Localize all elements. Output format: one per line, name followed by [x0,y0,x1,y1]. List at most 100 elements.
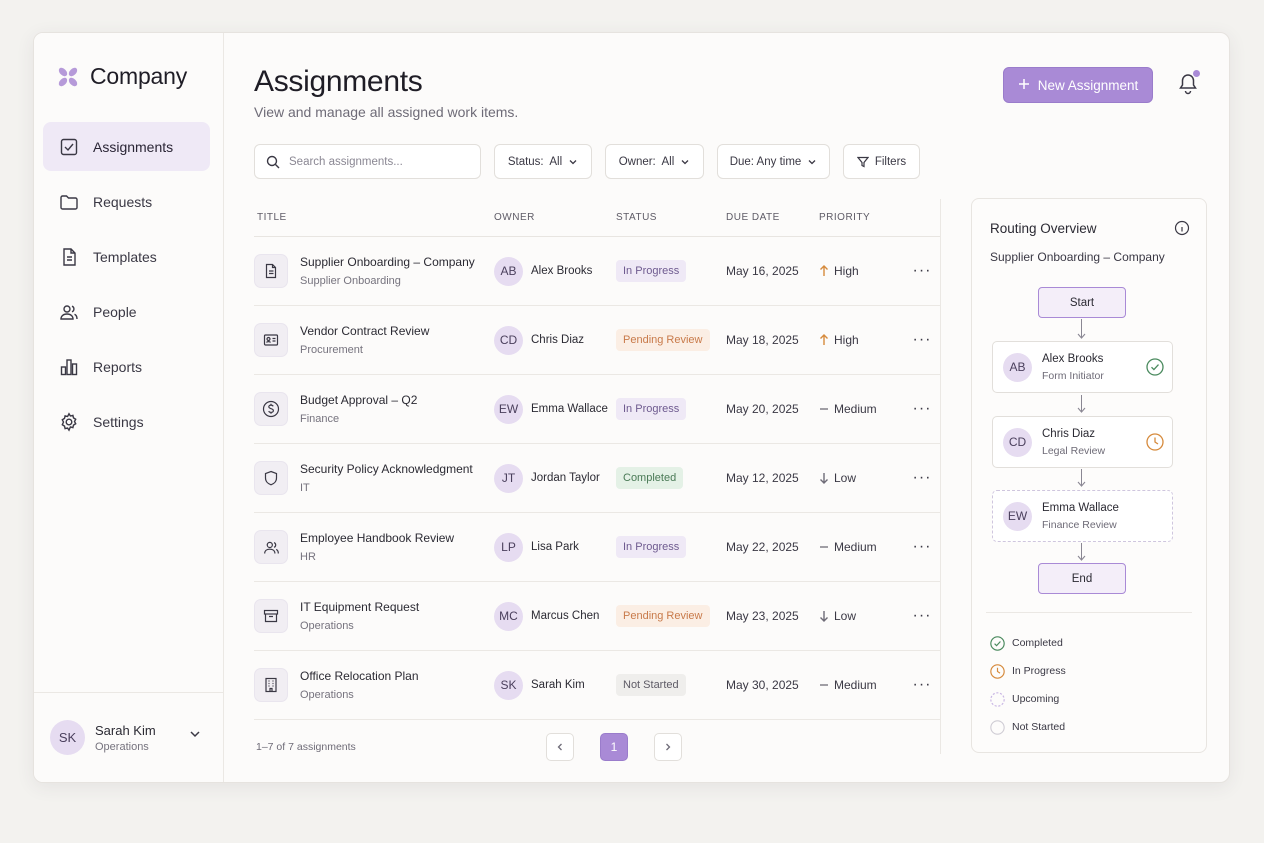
owner-name: Emma Wallace [531,403,608,415]
dollar-icon [254,392,288,426]
row-subtitle: HR [300,551,316,563]
avatar: SK [50,720,85,755]
info-icon[interactable] [1174,220,1190,241]
check-circle-icon [990,635,1005,651]
avatar: EW [494,394,523,424]
owner-name: Alex Brooks [531,265,593,277]
arrow-down-icon [1077,333,1086,339]
row-subtitle: Operations [300,620,354,632]
sidebar-item-label: Reports [93,358,143,375]
previous-page-button[interactable] [546,733,574,761]
sidebar-item-people[interactable]: People [43,287,210,336]
dashed-circle-icon [990,691,1005,707]
table-row[interactable]: Security Policy Acknowledgment IT JT Jor… [254,444,940,513]
arrow-down-icon [820,473,828,484]
more-options-icon[interactable]: ··· [912,676,932,693]
flow-connector [1081,469,1082,485]
priority-label: Medium [834,402,877,416]
user-role: Operations [95,740,149,753]
document-icon [254,254,288,288]
flow-connector [1081,395,1082,411]
app-window: Company Assignments Requests Templates [33,32,1230,783]
table-row[interactable]: Office Relocation Plan Operations SK Sar… [254,651,940,720]
status-badge: In Progress [616,398,687,420]
chevron-down-icon[interactable] [189,727,201,745]
column-due-date[interactable]: DUE DATE [726,212,780,223]
more-options-icon[interactable]: ··· [912,331,932,348]
column-status[interactable]: STATUS [616,212,657,223]
status-badge: In Progress [616,260,687,282]
logo[interactable]: Company [56,63,187,90]
owner-filter[interactable]: Owner: All [605,144,704,179]
chevron-down-icon [681,159,689,164]
sidebar-item-reports[interactable]: Reports [43,342,210,391]
row-title: Budget Approval – Q2 [300,393,418,407]
more-options-icon[interactable]: ··· [912,262,932,279]
notifications-button[interactable] [1178,70,1200,100]
table-row[interactable]: Employee Handbook Review HR LP Lisa Park… [254,513,940,582]
sidebar-item-label: People [93,303,137,320]
sidebar-item-requests[interactable]: Requests [43,177,210,226]
owner-name: Marcus Chen [531,610,600,622]
priority-label: High [834,264,859,278]
due-filter[interactable]: Due: Any time [717,144,830,179]
sidebar-item-templates[interactable]: Templates [43,232,210,281]
checkbox-icon [59,137,79,157]
page-button-1[interactable]: 1 [600,733,628,761]
document-icon [59,247,79,267]
table-row[interactable]: Budget Approval – Q2 Finance EW Emma Wal… [254,375,940,444]
dash-icon [820,408,828,410]
flow-step-emma-wallace[interactable]: EW Emma Wallace Finance Review [992,490,1173,542]
step-name: Alex Brooks [1042,352,1104,365]
priority-label: High [834,333,859,347]
new-assignment-label: New Assignment [1037,77,1139,93]
more-options-icon[interactable]: ··· [912,469,932,486]
column-title[interactable]: TITLE [257,212,287,223]
row-title: Vendor Contract Review [300,324,430,338]
priority-label: Low [834,609,857,623]
legend-completed: Completed [990,629,1066,657]
flow-connector [1081,319,1082,337]
status-legend: Completed In Progress Upcoming Not Start… [990,629,1066,741]
flow-step-chris-diaz[interactable]: CD Chris Diaz Legal Review [992,416,1173,468]
avatar: CD [1003,427,1032,457]
column-priority[interactable]: PRIORITY [819,212,871,223]
new-assignment-button[interactable]: New Assignment [1003,67,1153,103]
panel-divider [940,199,941,754]
user-name: Sarah Kim [95,722,156,738]
row-title: IT Equipment Request [300,600,420,614]
arrow-up-icon [820,265,828,276]
user-profile[interactable]: SK Sarah Kim Operations [34,692,223,782]
next-page-button[interactable] [654,733,682,761]
filters-button[interactable]: Filters [843,144,920,179]
contract-icon [254,323,288,357]
more-options-icon[interactable]: ··· [912,607,932,624]
status-filter-label: Status: All [507,155,563,168]
building-icon [254,668,288,702]
more-options-icon[interactable]: ··· [912,400,932,417]
gear-icon [59,411,79,432]
more-options-icon[interactable]: ··· [912,538,932,555]
arrow-down-icon [820,611,828,622]
row-subtitle: Supplier Onboarding [300,275,401,287]
sidebar-item-assignments[interactable]: Assignments [43,122,210,171]
sidebar-item-settings[interactable]: Settings [43,397,210,446]
column-owner[interactable]: OWNER [494,212,535,223]
people-icon [254,530,288,564]
main-content: Assignments View and manage all assigned… [225,33,1229,782]
table-row[interactable]: Vendor Contract Review Procurement CD Ch… [254,306,940,375]
row-subtitle: IT [300,482,310,494]
legend-label: Upcoming [1012,693,1060,705]
page-title: Assignments [254,65,423,98]
legend-label: In Progress [1012,665,1066,677]
search-input[interactable]: Search assignments... [254,144,481,179]
sidebar: Company Assignments Requests Templates [34,33,224,782]
flow-step-alex-brooks[interactable]: AB Alex Brooks Form Initiator [992,341,1173,393]
row-title: Supplier Onboarding – Company [300,255,475,269]
status-filter[interactable]: Status: All [494,144,592,179]
sidebar-item-label: Settings [93,413,144,430]
logo-text: Company [90,63,188,89]
table-row[interactable]: Supplier Onboarding – Company Supplier O… [254,237,940,306]
routing-overview-panel: Routing Overview Supplier Onboarding – C… [971,198,1207,753]
table-row[interactable]: IT Equipment Request Operations MC Marcu… [254,582,940,651]
